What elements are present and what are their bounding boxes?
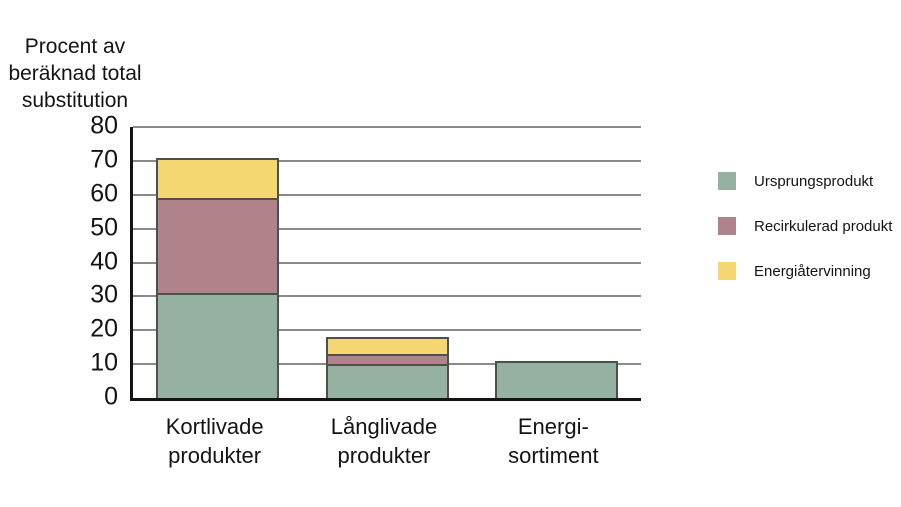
x-category-label-2: Långlivade produkter bbox=[330, 414, 438, 468]
legend-item-recirkulerad-produkt: Recirkulerad produkt bbox=[718, 217, 892, 235]
bar-2-segment-energiåtervinning bbox=[327, 337, 447, 354]
legend-item-energiåtervinning: Energiåtervinning bbox=[718, 262, 892, 280]
legend: Ursprungsprodukt Recirkulerad produkt Ener… bbox=[718, 172, 892, 307]
bar-1 bbox=[156, 157, 280, 398]
x-category-label-3: Energi- sortiment bbox=[508, 414, 599, 468]
gridline-30 bbox=[133, 295, 641, 298]
gridline-80 bbox=[133, 126, 641, 128]
x-category-label-1: Kortlivade produkter bbox=[165, 414, 264, 468]
bar-2 bbox=[325, 337, 449, 398]
bar-1-segment-ursprungsprodukt bbox=[158, 293, 278, 398]
gridline-20 bbox=[133, 329, 641, 332]
legend-item-ursprungsprodukt: Ursprungsprodukt bbox=[718, 172, 892, 190]
y-tick-label-80: 80 bbox=[90, 111, 118, 140]
bar-1-segment-energiåtervinning bbox=[158, 157, 278, 199]
y-tick-label-30: 30 bbox=[90, 280, 118, 309]
y-axis-title-line2: beräknad total bbox=[8, 62, 142, 85]
y-axis-title-line1: Procent av bbox=[24, 35, 126, 58]
y-axis-title: Procent av beräknad total substitution bbox=[0, 33, 150, 114]
y-tick-label-50: 50 bbox=[90, 212, 118, 241]
y-tick-label-10: 10 bbox=[90, 348, 118, 377]
y-axis-title-line3: substitution bbox=[21, 89, 129, 112]
gridline-70 bbox=[133, 159, 641, 162]
bar-2-segment-recirkulerad-produkt bbox=[327, 353, 447, 365]
bar-1-segment-recirkulerad-produkt bbox=[158, 198, 278, 293]
y-tick-label-40: 40 bbox=[90, 246, 118, 275]
legend-label: Recirkulerad produkt bbox=[754, 217, 893, 235]
bar-3-segment-ursprungsprodukt bbox=[496, 360, 616, 398]
y-tick-label-60: 60 bbox=[90, 179, 118, 208]
legend-label: Ursprungsprodukt bbox=[754, 172, 874, 190]
bar-3 bbox=[494, 360, 618, 398]
y-tick-label-20: 20 bbox=[90, 314, 118, 343]
plot-area bbox=[130, 126, 641, 401]
legend-swatch-icon bbox=[718, 262, 736, 280]
bar-2-segment-ursprungsprodukt bbox=[327, 364, 447, 398]
legend-swatch-icon bbox=[718, 172, 736, 190]
legend-swatch-icon bbox=[718, 217, 736, 235]
legend-label: Energiåtervinning bbox=[754, 262, 871, 280]
y-tick-label-0: 0 bbox=[104, 382, 118, 411]
gridline-50 bbox=[133, 227, 641, 230]
y-tick-label-70: 70 bbox=[90, 145, 118, 174]
gridline-60 bbox=[133, 193, 641, 196]
gridline-40 bbox=[133, 261, 641, 264]
